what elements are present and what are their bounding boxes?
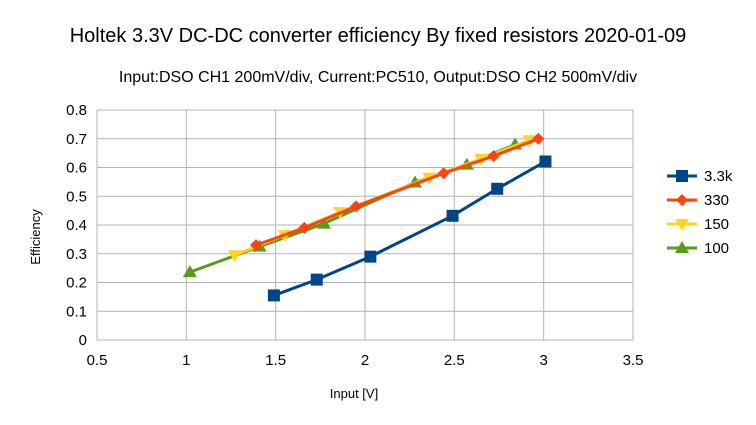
series-line-330 — [255, 137, 539, 247]
legend-item-3.3k: 3.3k — [667, 168, 733, 185]
legend-item-100: 100 — [667, 240, 729, 257]
data-point-3.3k — [310, 273, 323, 286]
y-tick-label: 0.2 — [66, 275, 87, 292]
legend-label: 3.3k — [704, 168, 733, 185]
y-tick-label: 0.1 — [66, 303, 87, 320]
legend-swatch-marker — [676, 170, 688, 182]
data-point-330 — [298, 221, 311, 234]
data-point-330 — [350, 200, 363, 213]
data-point-330 — [437, 167, 450, 180]
data-point-3.3k — [364, 250, 377, 263]
data-point-100 — [182, 265, 197, 278]
chart-title: Holtek 3.3V DC-DC converter efficiency B… — [70, 25, 687, 47]
x-tick-label: 1 — [182, 352, 190, 369]
legend-label: 100 — [704, 240, 729, 257]
data-point-3.3k — [446, 209, 459, 222]
series-330 — [250, 132, 545, 252]
x-tick-label: 0.5 — [87, 352, 108, 369]
series-line-3.3k — [273, 160, 547, 297]
legend-swatch-marker — [675, 241, 689, 253]
y-tick-label: 0.3 — [66, 246, 87, 263]
x-tick-label: 3 — [539, 352, 547, 369]
data-point-330 — [532, 132, 545, 145]
tick-labels: 0 0.1 0.2 0.3 0.4 0.5 0.6 0.7 0.8 0.5 1 1.5 2 2.5 3 3.5 — [66, 102, 643, 369]
x-tick-label: 1.5 — [265, 352, 286, 369]
legend-label: 150 — [704, 216, 729, 233]
y-axis-label: Efficiency — [28, 209, 43, 265]
y-tick-label: 0 — [79, 332, 87, 349]
x-axis-label: Input [V] — [330, 386, 378, 401]
y-tick-label: 0.6 — [66, 160, 87, 177]
data-point-3.3k — [267, 289, 280, 302]
data-point-330 — [250, 239, 263, 252]
y-tick-label: 0.7 — [66, 131, 87, 148]
x-tick-label: 3.5 — [623, 352, 644, 369]
legend-item-330: 330 — [667, 192, 729, 209]
legend: 3.3k 330 150 100 — [667, 168, 733, 257]
y-tick-label: 0.5 — [66, 188, 87, 205]
legend-item-150: 150 — [667, 216, 729, 233]
data-point-150 — [227, 250, 242, 263]
legend-swatch-marker — [676, 194, 688, 206]
x-tick-label: 2.5 — [444, 352, 465, 369]
data-point-100 — [316, 216, 331, 229]
grid-lines — [96, 109, 634, 341]
series-3.3k — [267, 155, 552, 302]
data-point-330 — [487, 150, 500, 162]
y-tick-label: 0.8 — [66, 102, 87, 119]
legend-label: 330 — [704, 192, 729, 209]
chart-subtitle: Input:DSO CH1 200mV/div, Current:PC510, … — [119, 69, 637, 86]
y-tick-label: 0.4 — [66, 217, 87, 234]
x-tick-label: 2 — [361, 352, 369, 369]
data-point-3.3k — [539, 155, 552, 168]
data-point-3.3k — [491, 182, 504, 195]
legend-swatch-marker — [675, 219, 689, 231]
series-group — [182, 132, 552, 302]
